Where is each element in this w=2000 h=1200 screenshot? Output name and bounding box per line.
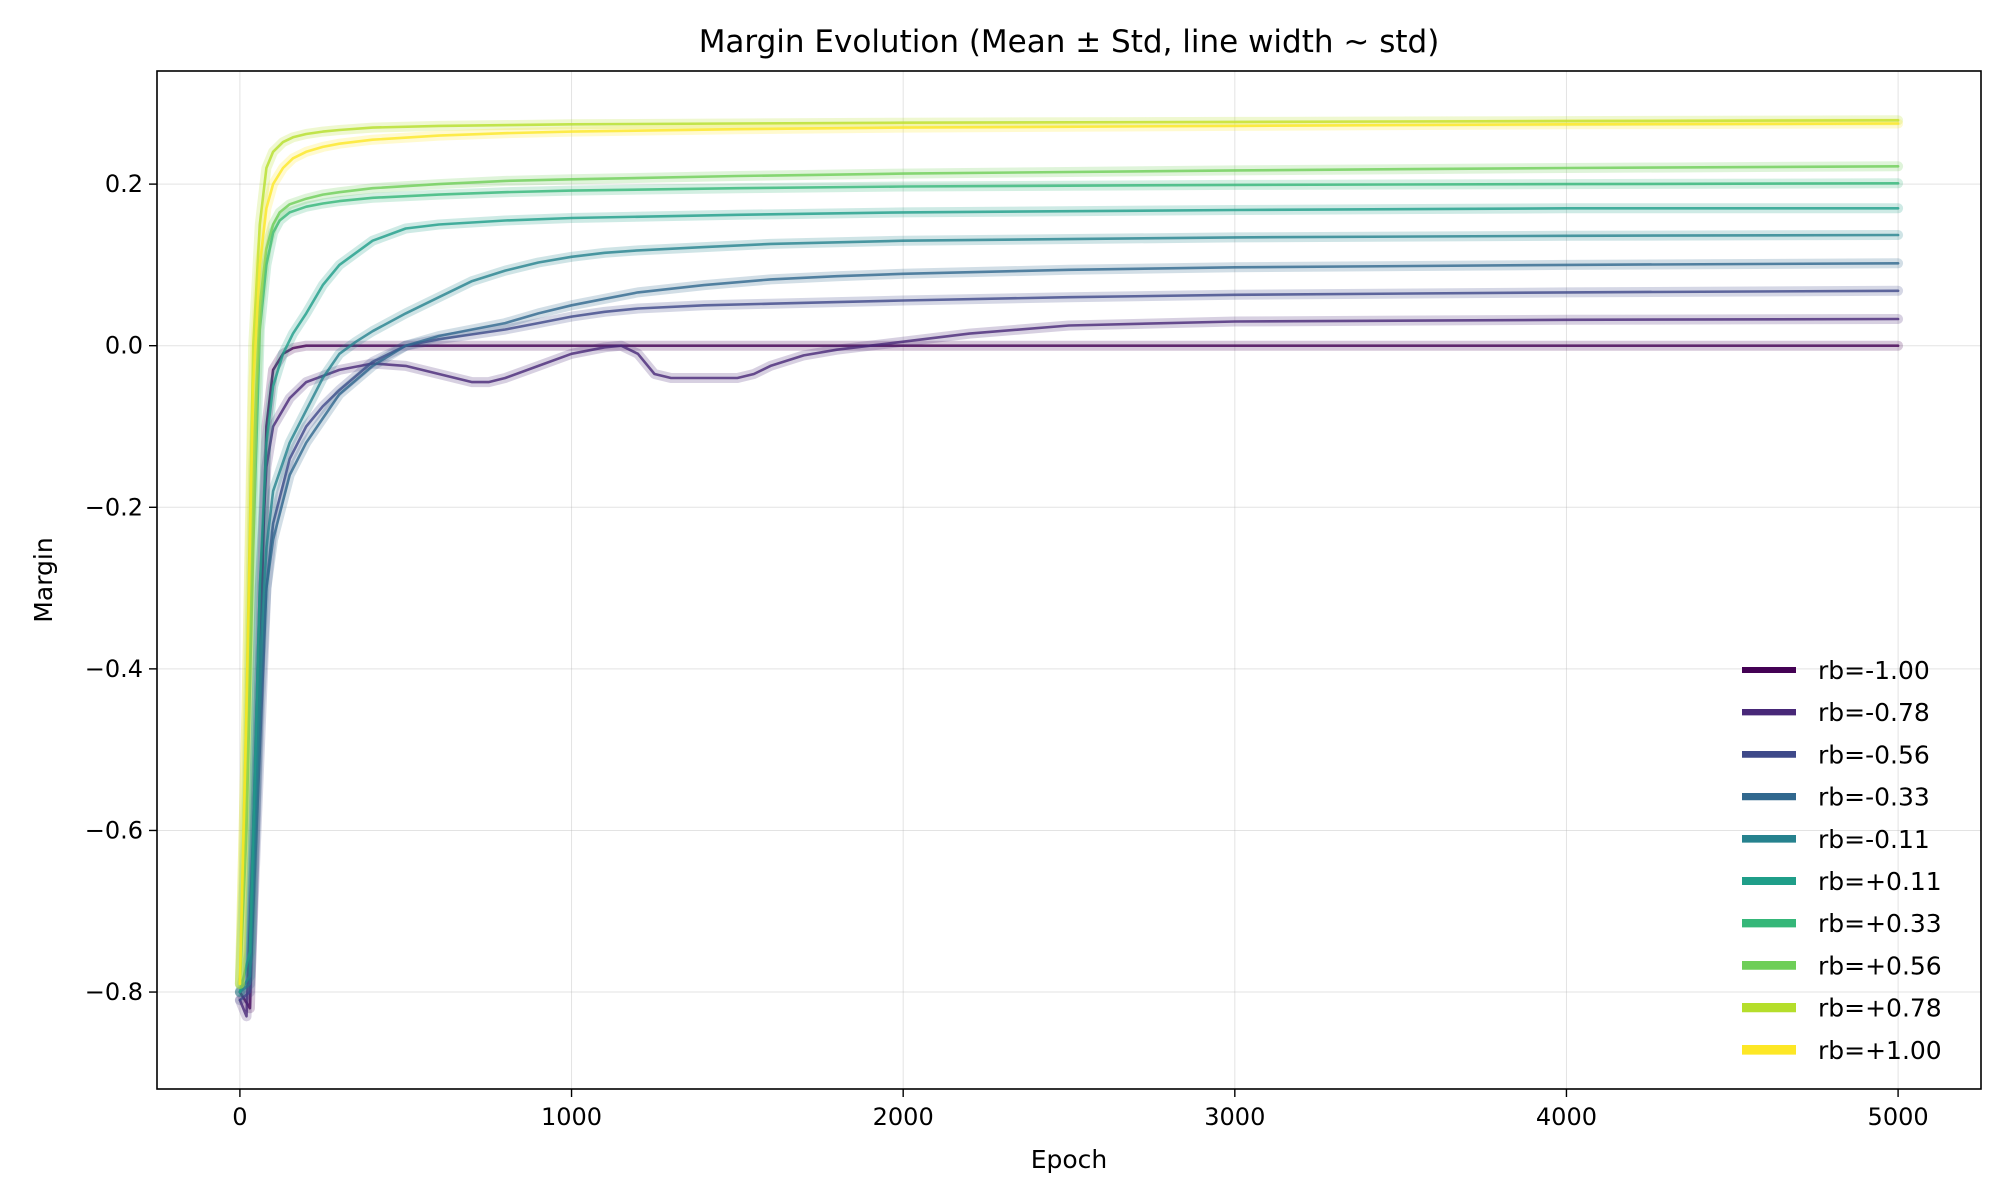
plot-frame (156, 70, 1982, 1090)
legend-item: rb=+0.11 (1742, 867, 1942, 896)
x-axis-label: Epoch (1031, 1145, 1108, 1174)
series-layer (234, 115, 1904, 1022)
series-line-rb-0-56 (238, 289, 1900, 1002)
series-line-rb-0-11 (238, 207, 1900, 994)
y-tick-label: −0.4 (85, 655, 143, 683)
legend-item: rb=+0.56 (1742, 951, 1942, 980)
legend-label: rb=-0.11 (1818, 825, 1930, 854)
legend-item: rb=-0.33 (1742, 783, 1930, 812)
legend-label: rb=-0.56 (1818, 740, 1930, 769)
series-line-rb-1-00 (238, 122, 1900, 986)
y-tick-label: −0.6 (85, 816, 143, 844)
series-line-rb-0-78 (238, 317, 1900, 1018)
legend-item: rb=+1.00 (1742, 1036, 1942, 1065)
legend-label: rb=-0.33 (1818, 783, 1930, 812)
x-tick-label: 3000 (1204, 1103, 1265, 1131)
legend-label: rb=-1.00 (1818, 656, 1930, 685)
series-line-rb-0-11 (238, 233, 1900, 994)
x-tick-label: 2000 (873, 1103, 934, 1131)
legend-item: rb=-0.11 (1742, 825, 1930, 854)
chart-title: Margin Evolution (Mean ± Std, line width… (699, 24, 1440, 60)
series-line-rb-0-78 (238, 119, 1900, 986)
y-tick-label: −0.2 (85, 493, 143, 521)
legend-label: rb=+0.33 (1818, 909, 1942, 938)
x-tick-label: 5000 (1868, 1103, 1929, 1131)
y-tick-label: −0.8 (85, 978, 143, 1006)
legend-label: rb=+1.00 (1818, 1036, 1942, 1065)
series-line-rb-0-33 (238, 261, 1900, 994)
legend-label: rb=-0.78 (1818, 698, 1930, 727)
legend-item: rb=-1.00 (1742, 656, 1930, 685)
legend: rb=-1.00 rb=-0.78 rb=-0.56 rb=-0.33 rb=-0.11… (1742, 656, 1942, 1065)
legend-item: rb=-0.78 (1742, 698, 1930, 727)
y-tick-label: 0.0 (105, 332, 143, 360)
legend-label: rb=+0.11 (1818, 867, 1942, 896)
axis-ticks: 0 1000 2000 3000 4000 5000 −0.8 −0.6 −0.4 −0.2 0.0… (85, 170, 1929, 1131)
y-axis-label: Margin (29, 537, 58, 622)
series-line-rb-0-33 (238, 182, 1900, 986)
legend-item: rb=+0.33 (1742, 909, 1942, 938)
x-tick-label: 1000 (541, 1103, 602, 1131)
legend-item: rb=+0.78 (1742, 994, 1942, 1023)
y-tick-label: 0.2 (105, 170, 143, 198)
x-tick-label: 0 (232, 1103, 247, 1131)
series-line-rb-0-56 (238, 165, 1900, 986)
legend-item: rb=-0.56 (1742, 740, 1930, 769)
series-line-rb-1-00 (238, 344, 1900, 1010)
legend-label: rb=+0.78 (1818, 994, 1942, 1023)
x-tick-label: 4000 (1536, 1103, 1597, 1131)
legend-label: rb=+0.56 (1818, 951, 1942, 980)
